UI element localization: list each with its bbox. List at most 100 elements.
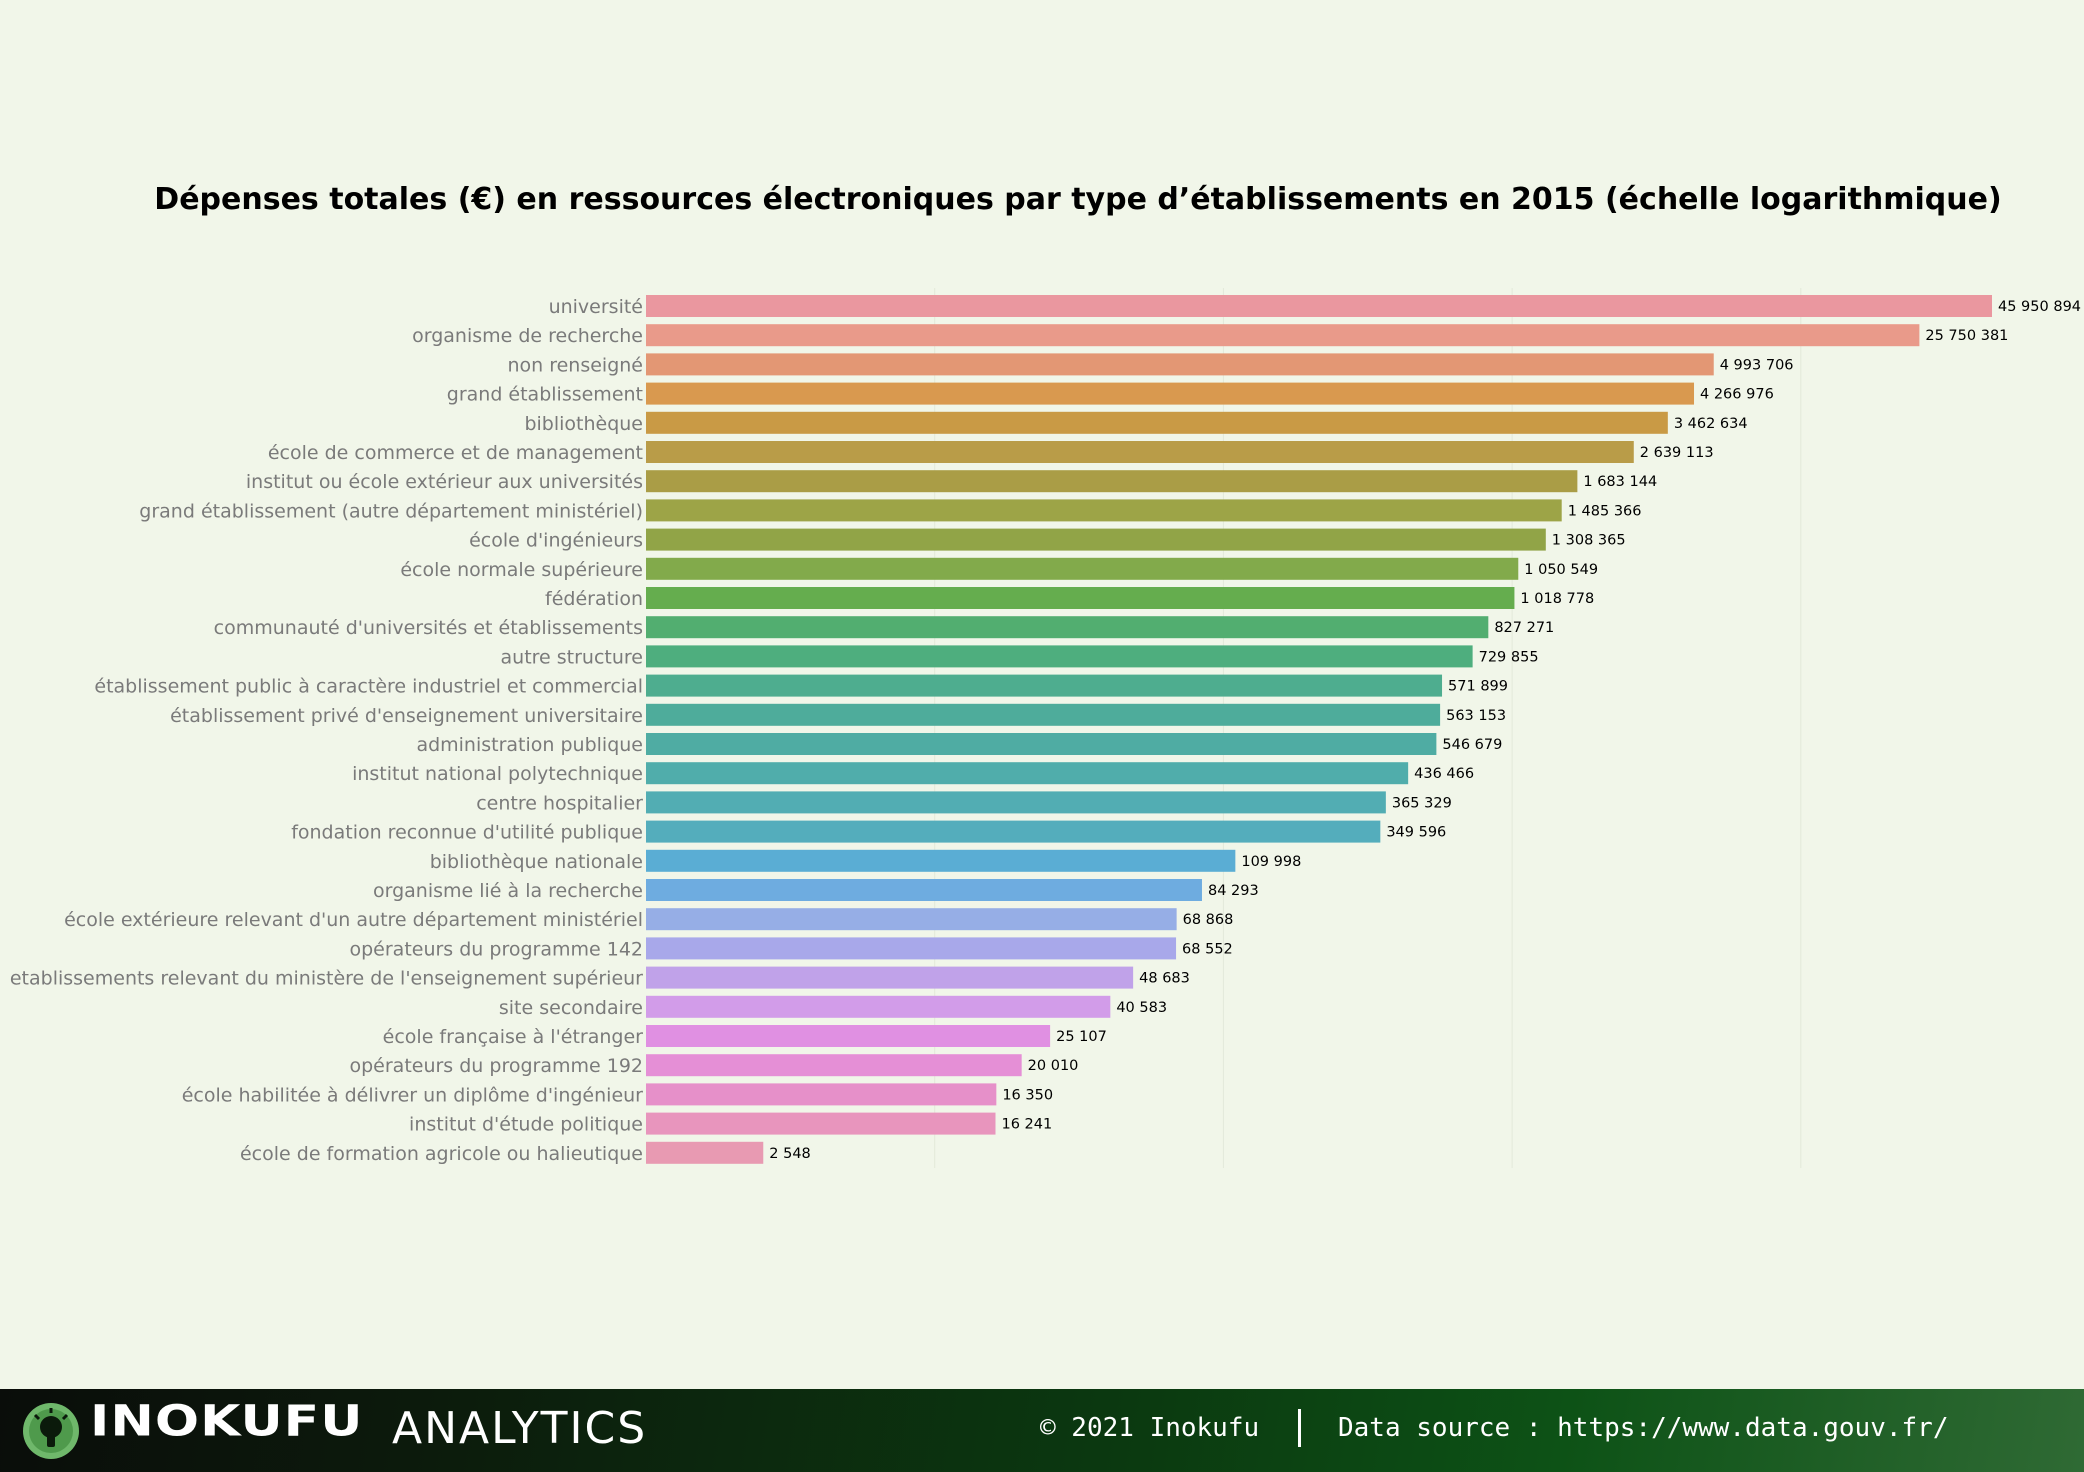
category-label: école normale supérieure (400, 559, 643, 581)
category-label: école habilitée à délivrer un diplôme d'… (182, 1084, 643, 1106)
value-label: 1 050 549 (1524, 562, 1598, 578)
value-label: 1 308 365 (1552, 533, 1626, 549)
category-label: opérateurs du programme 192 (349, 1055, 643, 1077)
value-label: 48 683 (1139, 971, 1190, 987)
bar (646, 382, 1695, 405)
bar (646, 733, 1437, 755)
category-label: opérateurs du programme 142 (349, 938, 643, 960)
bar (646, 557, 1519, 580)
value-label: 571 899 (1448, 679, 1508, 695)
value-label: 68 552 (1182, 941, 1233, 957)
category-label: institut national polytechnique (352, 763, 643, 785)
category-label: école extérieure relevant d'un autre dép… (64, 909, 643, 931)
bar (646, 937, 1177, 960)
value-label: 84 293 (1208, 883, 1259, 899)
bar (646, 353, 1714, 376)
category-label: etablissements relevant du ministère de … (10, 968, 643, 990)
bar (646, 645, 1473, 668)
bar (646, 966, 1134, 989)
bar-chart: université organisme de recherche non rens… (10, 288, 2081, 1168)
value-label: 1 485 366 (1568, 503, 1642, 519)
value-label: 4 993 706 (1720, 357, 1794, 373)
value-label: 827 271 (1494, 620, 1554, 636)
bar (646, 616, 1489, 639)
value-label: 45 950 894 (1998, 299, 2081, 315)
value-label: 4 266 976 (1700, 387, 1774, 403)
value-label: 563 153 (1446, 708, 1506, 724)
bar (646, 849, 1236, 872)
category-label: institut ou école extérieur aux universi… (246, 471, 643, 493)
bar (646, 1112, 996, 1135)
bar (646, 411, 1668, 434)
bar (646, 470, 1578, 493)
value-label: 16 241 (1002, 1117, 1053, 1133)
bar (646, 995, 1111, 1018)
value-label: 546 679 (1442, 737, 1502, 753)
bar (646, 791, 1386, 814)
category-label: grand établissement (447, 384, 643, 406)
category-label: organisme lié à la recherche (373, 880, 643, 902)
data-source-text: Data source : https://www.data.gouv.fr/ (1338, 1413, 1949, 1443)
bar (646, 820, 1381, 843)
bar (646, 587, 1515, 609)
bar (646, 441, 1634, 463)
value-label: 349 596 (1386, 825, 1446, 841)
bar (646, 1025, 1051, 1047)
category-label: bibliothèque nationale (430, 851, 643, 873)
category-label: centre hospitalier (476, 792, 643, 814)
bar (646, 879, 1202, 901)
value-label: 1 018 778 (1520, 591, 1594, 607)
chart-title: Dépenses totales (€) en ressources élect… (154, 182, 2002, 217)
category-label: grand établissement (autre département m… (139, 500, 643, 522)
category-label: école française à l'étranger (383, 1026, 644, 1048)
category-label: établissement privé d'enseignement unive… (170, 705, 643, 727)
value-label: 2 548 (769, 1146, 811, 1162)
category-label: administration publique (416, 734, 643, 756)
value-label: 40 583 (1116, 1000, 1167, 1016)
value-label: 365 329 (1392, 795, 1452, 811)
category-label: institut d'étude politique (409, 1114, 643, 1136)
value-labels: 45 950 894 25 750 381 4 993 706 4 266 976 3 … (769, 299, 2081, 1162)
category-labels: université organisme de recherche non rens… (10, 296, 643, 1165)
value-label: 3 462 634 (1674, 416, 1748, 432)
value-label: 25 107 (1056, 1029, 1107, 1045)
bar (646, 1083, 997, 1106)
bars (646, 295, 1992, 1164)
footer-separator (1298, 1409, 1301, 1447)
copyright-text: © 2021 Inokufu (1040, 1413, 1260, 1443)
bar (646, 703, 1441, 726)
bar (646, 324, 1920, 347)
lightbulb-logo-icon (23, 1403, 79, 1459)
footer-banner: INOKUFU ANALYTICS © 2021 Inokufu Data so… (0, 1389, 2084, 1472)
category-label: organisme de recherche (412, 325, 643, 347)
bar (646, 1054, 1022, 1077)
bar (646, 528, 1546, 551)
category-label: école d'ingénieurs (469, 530, 643, 552)
category-label: établissement public à caractère industr… (94, 676, 643, 698)
bar (646, 908, 1177, 931)
bar (646, 762, 1409, 785)
value-label: 25 750 381 (1925, 328, 2008, 344)
bar (646, 499, 1562, 522)
bar (646, 674, 1443, 697)
category-label: autre structure (501, 646, 643, 668)
category-label: école de commerce et de management (268, 442, 643, 464)
category-label: site secondaire (499, 997, 643, 1019)
value-label: 1 683 144 (1583, 474, 1657, 490)
category-label: fondation reconnue d'utilité publique (291, 822, 643, 844)
value-label: 68 868 (1183, 912, 1234, 928)
category-label: université (549, 296, 643, 318)
value-label: 109 998 (1241, 854, 1301, 870)
category-label: bibliothèque (524, 413, 643, 435)
value-label: 2 639 113 (1640, 445, 1714, 461)
value-label: 16 350 (1002, 1087, 1053, 1103)
category-label: école de formation agricole ou halieutiq… (240, 1143, 643, 1165)
category-label: non renseigné (507, 354, 643, 376)
gridlines (934, 288, 1802, 1168)
bar (646, 295, 1992, 317)
bar (646, 1141, 764, 1164)
value-label: 436 466 (1414, 766, 1474, 782)
category-label: communauté d'universités et établissemen… (214, 617, 643, 639)
value-label: 20 010 (1028, 1058, 1079, 1074)
brand-subtitle: ANALYTICS (392, 1403, 648, 1454)
